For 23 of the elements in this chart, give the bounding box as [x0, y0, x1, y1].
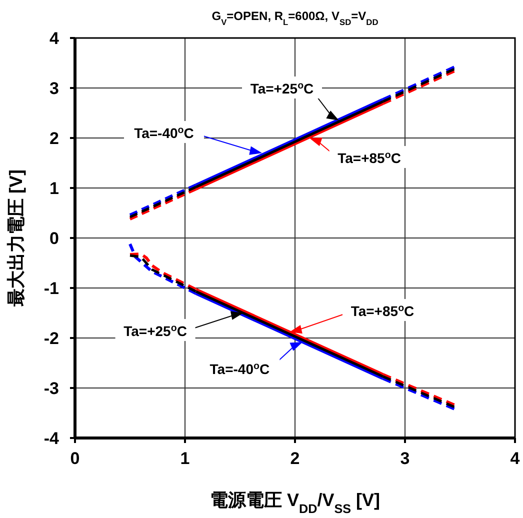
- y-tick-label: 1: [50, 179, 59, 198]
- y-tick-label: 3: [50, 79, 59, 98]
- y-tick-label: -3: [44, 379, 59, 398]
- chart-title: G$_{V}$=OPEN, R$_{L}$=600Ω, V$_{SD}$=V$_{DD}$: [212, 9, 378, 27]
- y-tick-label: -2: [44, 329, 59, 348]
- annotation: Ta=+25$^{o}$C: [124, 322, 187, 339]
- annotation: Ta=-40$^{o}$C: [210, 360, 270, 377]
- x-axis-title: 電源電圧 V$_{DD}$/V$_{SS}$ [V]: [210, 490, 380, 516]
- y-axis-title: 最大出力電圧 [V]: [6, 170, 26, 308]
- x-tick-label: 1: [180, 449, 190, 468]
- annotation: Ta=+25$^{o}$C: [250, 80, 314, 96]
- y-tick-label: 0: [50, 229, 59, 248]
- y-tick-label: -1: [44, 279, 59, 298]
- x-tick-label: 2: [290, 449, 300, 468]
- y-tick-label: 4: [50, 29, 60, 48]
- x-tick-label: 3: [400, 449, 410, 468]
- annotation: Ta=-40$^{o}$C: [134, 124, 194, 141]
- annotation: Ta=+85$^{o}$C: [350, 302, 414, 319]
- y-tick-label: 2: [50, 129, 59, 148]
- x-tick-label: 4: [510, 449, 520, 468]
- x-tick-label: 0: [70, 449, 80, 468]
- y-tick-label: -4: [44, 429, 60, 448]
- annotation: Ta=+85$^{o}$C: [338, 150, 401, 166]
